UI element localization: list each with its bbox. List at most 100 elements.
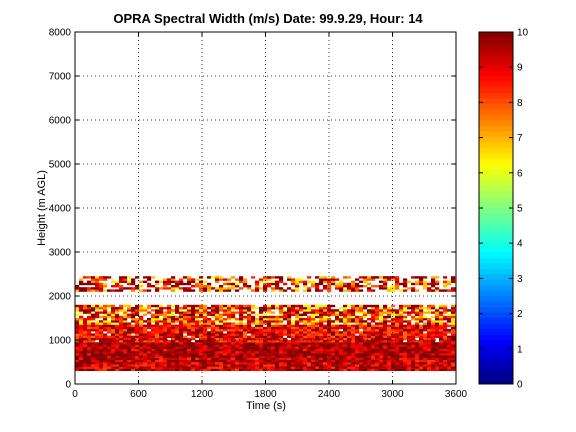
heatmap-cell [415, 331, 420, 334]
heatmap-cell [183, 287, 188, 290]
heatmap-cell [247, 342, 252, 345]
heatmap-cell [331, 368, 336, 371]
colorbar-segment [479, 312, 513, 319]
heatmap-cell [311, 282, 316, 286]
heatmap-cell [407, 366, 412, 369]
heatmap-cell [439, 304, 444, 308]
heatmap-cell [123, 348, 128, 352]
heatmap-cell [279, 357, 284, 360]
heatmap-cell [411, 331, 416, 334]
heatmap-cell [307, 309, 312, 312]
heatmap-cell [75, 355, 80, 358]
heatmap-cell [431, 351, 436, 354]
heatmap-cell [95, 346, 100, 349]
heatmap-cell [415, 280, 420, 283]
heatmap-cell [367, 368, 372, 371]
heatmap-cell [283, 340, 288, 343]
heatmap-cell [151, 344, 156, 347]
heatmap-cell [359, 342, 364, 345]
heatmap-cell [255, 337, 260, 341]
heatmap-cell [355, 309, 360, 312]
heatmap-cell [419, 337, 424, 341]
heatmap-cell [271, 340, 276, 343]
heatmap-cell [295, 282, 300, 286]
heatmap-cell [171, 331, 176, 334]
heatmap-cell [439, 348, 444, 352]
colorbar-segment [479, 120, 513, 126]
heatmap-cell [319, 320, 324, 323]
heatmap-cell [223, 320, 228, 323]
heatmap-cell [227, 366, 232, 369]
heatmap-cell [143, 362, 148, 365]
heatmap-cell [375, 346, 380, 349]
heatmap-cell [319, 276, 324, 279]
heatmap-cell [247, 318, 252, 321]
heatmap-cell [159, 364, 164, 367]
heatmap-cell [131, 329, 136, 332]
heatmap-cell [131, 307, 136, 310]
heatmap-cell [295, 331, 300, 334]
heatmap-cell [411, 307, 416, 310]
heatmap-cell [135, 307, 140, 310]
heatmap-cell [247, 287, 252, 290]
heatmap-cell [219, 329, 224, 332]
heatmap-cell [303, 318, 308, 321]
heatmap-cell [395, 335, 400, 338]
heatmap-cell [315, 333, 320, 336]
heatmap-cell [191, 324, 196, 327]
heatmap-cell [247, 337, 252, 341]
heatmap-cell [263, 364, 268, 367]
heatmap-cell [279, 309, 284, 312]
heatmap-cell [339, 318, 344, 321]
heatmap-cell [271, 289, 276, 292]
heatmap-cell [291, 309, 296, 312]
heatmap-cell [279, 342, 284, 345]
heatmap-cell [111, 333, 116, 336]
heatmap-cell [183, 313, 188, 316]
heatmap-cell [179, 362, 184, 365]
heatmap-cell [423, 285, 428, 288]
heatmap-cell [167, 278, 172, 281]
heatmap-cell [187, 276, 192, 279]
heatmap-cell [331, 280, 336, 283]
heatmap-cell [423, 324, 428, 327]
heatmap-cell [243, 324, 248, 327]
heatmap-cell [323, 351, 328, 354]
heatmap-cell [395, 313, 400, 316]
heatmap-cell [247, 348, 252, 352]
heatmap-cell [403, 357, 408, 360]
heatmap-cell [299, 315, 304, 319]
heatmap-cell [415, 324, 420, 327]
heatmap-cell [431, 342, 436, 345]
heatmap-cell [255, 322, 260, 325]
heatmap-cell [315, 307, 320, 310]
heatmap-cell [207, 289, 212, 292]
heatmap-cell [315, 276, 320, 279]
heatmap-cell [211, 311, 216, 314]
heatmap-cell [119, 357, 124, 360]
heatmap-cell [163, 346, 168, 349]
heatmap-cell [395, 311, 400, 314]
heatmap-cell [247, 320, 252, 323]
heatmap-cell [343, 337, 348, 341]
heatmap-cell [391, 340, 396, 343]
heatmap-cell [171, 329, 176, 332]
heatmap-cell [103, 344, 108, 347]
heatmap-cell [415, 362, 420, 365]
heatmap-cell [431, 333, 436, 336]
heatmap-cell [419, 315, 424, 319]
heatmap-cell [343, 318, 348, 321]
heatmap-cell [387, 346, 392, 349]
heatmap-cell [139, 331, 144, 334]
heatmap-cell [135, 351, 140, 354]
colorbar-segment [479, 131, 513, 137]
heatmap-cell [387, 276, 392, 279]
heatmap-cell [239, 357, 244, 360]
heatmap-cell [267, 353, 272, 356]
heatmap-cell [155, 355, 160, 358]
heatmap-cell [415, 366, 420, 369]
heatmap-cell [159, 304, 164, 308]
heatmap-cell [375, 357, 380, 360]
heatmap-cell [391, 335, 396, 338]
heatmap-cell [411, 368, 416, 371]
